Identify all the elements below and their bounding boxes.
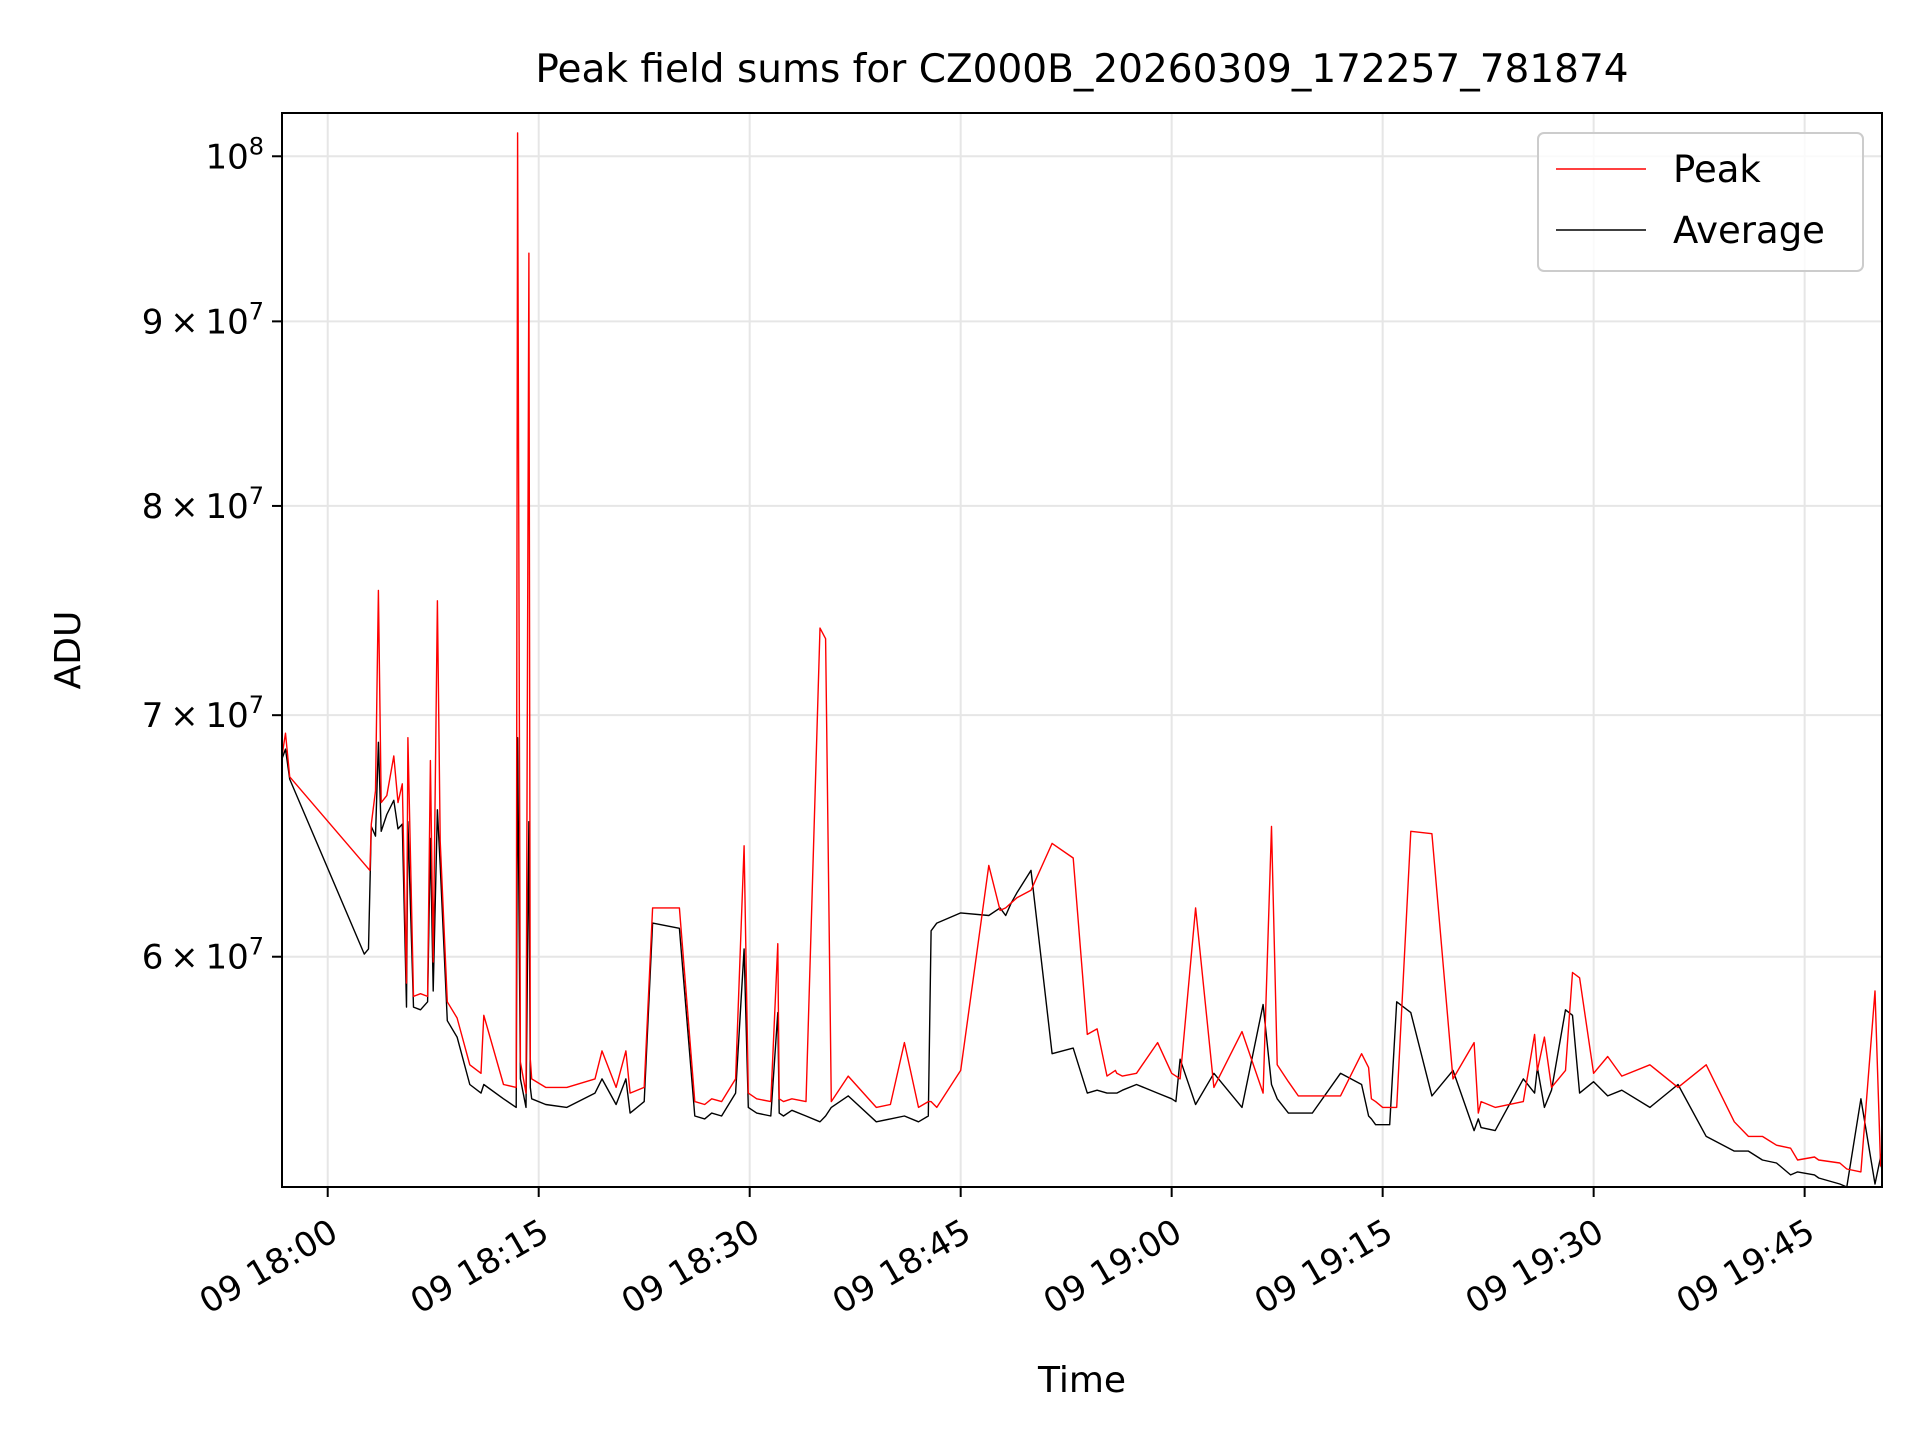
series-line-peak (282, 132, 1882, 1173)
series-line-average (282, 737, 1882, 1187)
legend: Peak Average (1537, 132, 1864, 272)
y-tick-label: 7 × 107 (142, 691, 264, 736)
y-axis-ticks: 6 × 107 7 × 107 8 × 107 9 × 107 108 (142, 132, 282, 978)
series-layer (282, 132, 1882, 1187)
x-axis-label: Time (1037, 1360, 1126, 1401)
grid-layer (282, 113, 1882, 1187)
chart-title: Peak field sums for CZ000B_20260309_1722… (535, 47, 1628, 92)
y-axis-label: ADU (48, 611, 89, 690)
legend-label-average: Average (1673, 209, 1825, 252)
y-tick-label: 108 (205, 132, 264, 177)
y-tick-label: 9 × 107 (142, 297, 264, 342)
legend-label-peak: Peak (1673, 148, 1761, 191)
legend-box (1537, 132, 1864, 272)
y-tick-label: 8 × 107 (142, 482, 264, 527)
y-tick-label: 6 × 107 (142, 933, 264, 978)
plot-frame (281, 112, 1883, 1188)
